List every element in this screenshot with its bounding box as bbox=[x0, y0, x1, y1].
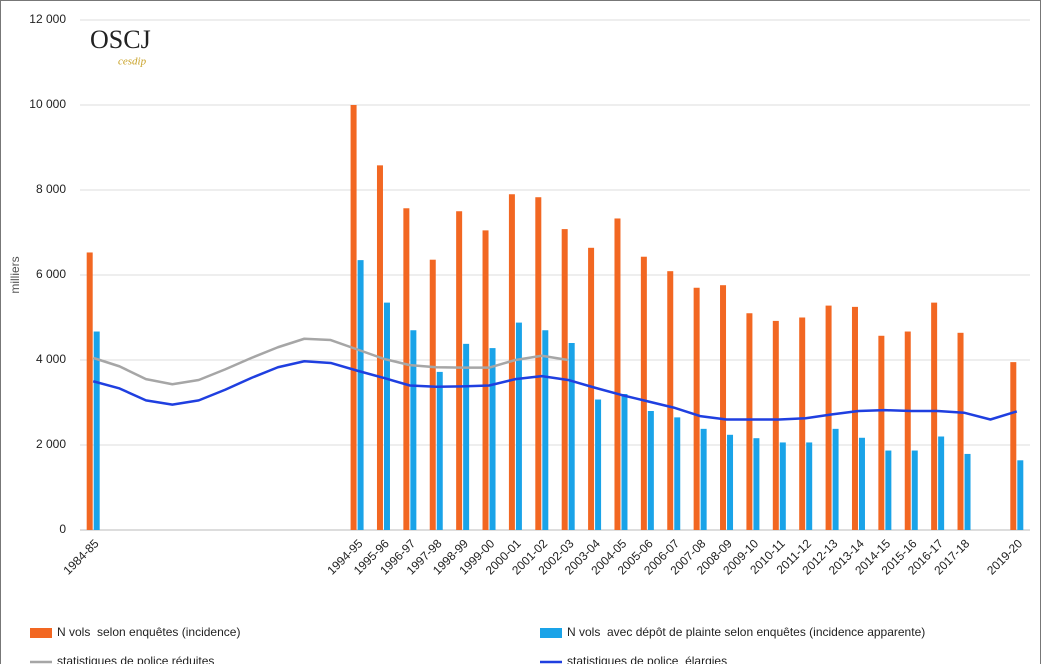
legend-label: N vols selon enquêtes (incidence) bbox=[57, 625, 240, 639]
bar bbox=[515, 322, 522, 530]
bar bbox=[463, 343, 470, 530]
bar bbox=[825, 305, 832, 530]
y-tick-label: 6 000 bbox=[36, 267, 66, 281]
line bbox=[92, 360, 1018, 421]
bar bbox=[357, 260, 364, 530]
y-tick-label: 2 000 bbox=[36, 437, 66, 451]
bar bbox=[885, 450, 892, 530]
legend-swatch bbox=[540, 628, 562, 638]
bar bbox=[858, 437, 865, 530]
bar bbox=[957, 332, 964, 530]
bar bbox=[621, 394, 628, 530]
bar bbox=[647, 411, 654, 530]
bar bbox=[878, 335, 885, 530]
bar bbox=[832, 428, 839, 530]
bar bbox=[410, 330, 417, 530]
legend-swatch bbox=[30, 628, 52, 638]
bar bbox=[640, 256, 647, 530]
bar bbox=[376, 165, 383, 530]
bar bbox=[772, 320, 779, 530]
y-tick-label: 8 000 bbox=[36, 182, 66, 196]
bar bbox=[383, 302, 390, 530]
bar bbox=[746, 313, 753, 530]
bar bbox=[588, 247, 595, 531]
bar bbox=[489, 348, 496, 530]
bar bbox=[436, 371, 443, 530]
bar bbox=[542, 330, 549, 530]
bar bbox=[86, 252, 93, 530]
bar bbox=[456, 211, 463, 530]
bar bbox=[667, 271, 674, 530]
bar bbox=[938, 436, 945, 530]
bar bbox=[535, 197, 542, 530]
bar bbox=[727, 434, 734, 530]
bar bbox=[806, 442, 813, 530]
y-axis-label: milliers bbox=[8, 256, 22, 293]
line bbox=[92, 337, 569, 386]
bar bbox=[700, 428, 707, 530]
legend-label: N vols avec dépôt de plainte selon enquê… bbox=[567, 625, 925, 639]
bar bbox=[568, 343, 575, 530]
y-tick-label: 0 bbox=[59, 522, 66, 536]
bar bbox=[614, 218, 621, 530]
bar bbox=[911, 450, 918, 530]
bar bbox=[595, 399, 602, 530]
bar bbox=[720, 285, 727, 530]
bar bbox=[753, 438, 760, 530]
bar bbox=[429, 259, 436, 530]
bar bbox=[350, 105, 357, 530]
bar bbox=[1017, 460, 1024, 530]
bar bbox=[403, 208, 410, 530]
bar bbox=[931, 302, 938, 530]
y-tick-label: 12 000 bbox=[29, 12, 66, 26]
bar bbox=[799, 317, 806, 530]
bar bbox=[674, 417, 681, 530]
bar bbox=[851, 306, 858, 530]
bar bbox=[482, 230, 489, 530]
bar bbox=[693, 287, 700, 530]
y-tick-label: 4 000 bbox=[36, 352, 66, 366]
bar bbox=[964, 453, 971, 530]
legend-label: statistiques de police élargies bbox=[567, 654, 727, 664]
bar bbox=[1010, 362, 1017, 530]
logo-subtitle: cesdip bbox=[118, 56, 147, 68]
logo-title: OSCJ bbox=[90, 25, 151, 54]
bar bbox=[779, 442, 786, 530]
bar bbox=[904, 331, 911, 530]
bar bbox=[93, 331, 100, 530]
legend-label: statistiques de police réduites bbox=[57, 654, 214, 664]
y-tick-label: 10 000 bbox=[29, 97, 66, 111]
